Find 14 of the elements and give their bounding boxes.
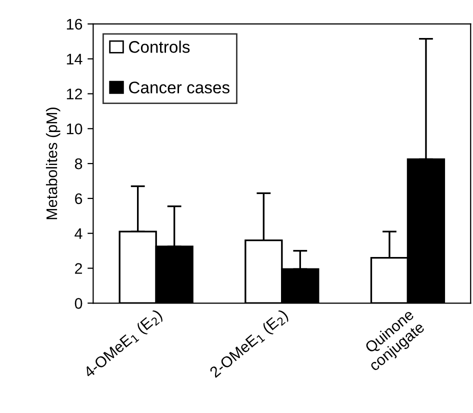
legend-label: Controls <box>129 40 190 53</box>
x-tick-label: 2-OMeE$_{1}$ (E$_{2}$) <box>208 308 290 380</box>
y-tick-label: 4 <box>74 228 82 239</box>
y-axis-title: Metabolites (pM) <box>46 108 60 220</box>
x-tick-label: 4-OMeE$_{1}$ (E$_{2}$) <box>82 308 164 381</box>
y-tick-label: 0 <box>74 298 82 309</box>
legend-label: Cancer cases <box>129 82 230 94</box>
y-tick-label: 12 <box>66 88 82 100</box>
y-tick-label: 10 <box>66 124 82 134</box>
y-tick-label: 8 <box>74 158 82 170</box>
y-tick-label: 14 <box>66 54 82 64</box>
y-tick-label: 6 <box>75 193 82 204</box>
y-tick-label: 16 <box>66 18 82 30</box>
y-tick-label: 2 <box>75 263 82 274</box>
